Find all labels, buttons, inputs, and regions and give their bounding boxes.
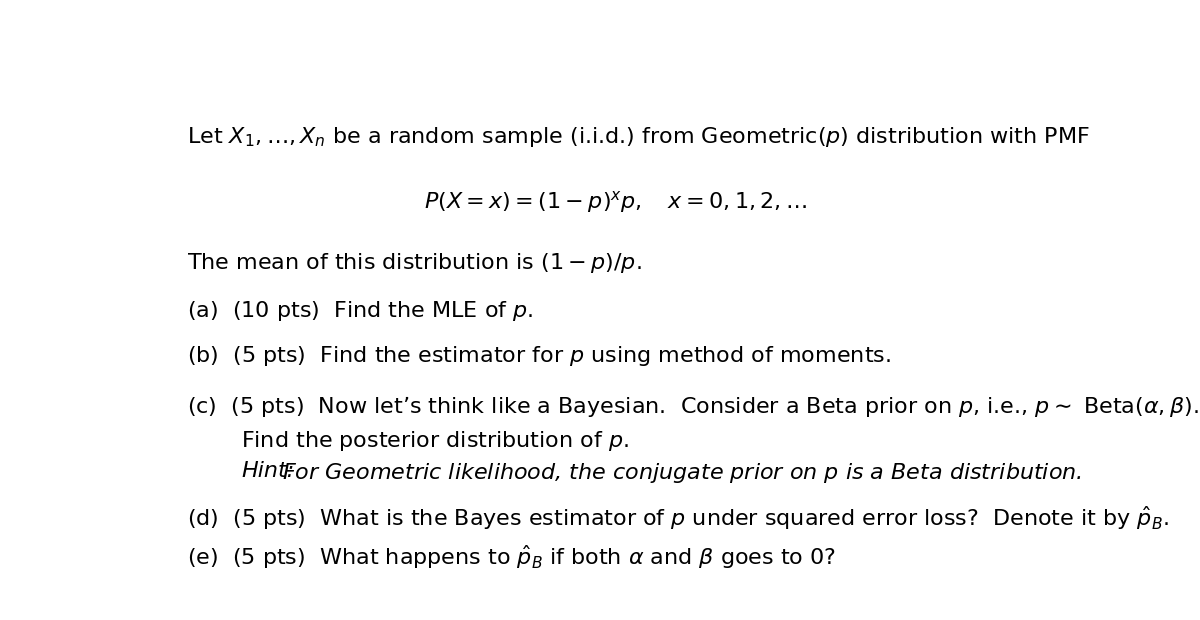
Text: (a)  (10 pts)  Find the MLE of $p$.: (a) (10 pts) Find the MLE of $p$.	[187, 299, 534, 323]
Text: (d)  (5 pts)  What is the Bayes estimator of $p$ under squared error loss?  Deno: (d) (5 pts) What is the Bayes estimator …	[187, 504, 1169, 532]
Text: (e)  (5 pts)  What happens to $\hat{p}_B$ if both $\alpha$ and $\beta$ goes to 0: (e) (5 pts) What happens to $\hat{p}_B$ …	[187, 543, 836, 571]
Text: (c)  (5 pts)  Now let’s think like a Bayesian.  Consider a Beta prior on $p$, i.: (c) (5 pts) Now let’s think like a Bayes…	[187, 394, 1199, 419]
Text: Let $X_1, \ldots, X_n$ be a random sample (i.i.d.) from Geometric$(p)$ distribut: Let $X_1, \ldots, X_n$ be a random sampl…	[187, 125, 1090, 149]
Text: (b)  (5 pts)  Find the estimator for $p$ using method of moments.: (b) (5 pts) Find the estimator for $p$ u…	[187, 344, 892, 368]
Text: Hint:: Hint:	[241, 461, 294, 481]
Text: Find the posterior distribution of $p$.: Find the posterior distribution of $p$.	[241, 428, 629, 453]
Text: The mean of this distribution is $(1-p)/p$.: The mean of this distribution is $(1-p)/…	[187, 251, 642, 275]
Text: For Geometric likelihood, the conjugate prior on $p$ is a Beta distribution.: For Geometric likelihood, the conjugate …	[282, 461, 1082, 485]
Text: $P(X = x) = (1-p)^x p, \quad x = 0, 1, 2, \ldots$: $P(X = x) = (1-p)^x p, \quad x = 0, 1, 2…	[424, 189, 806, 215]
